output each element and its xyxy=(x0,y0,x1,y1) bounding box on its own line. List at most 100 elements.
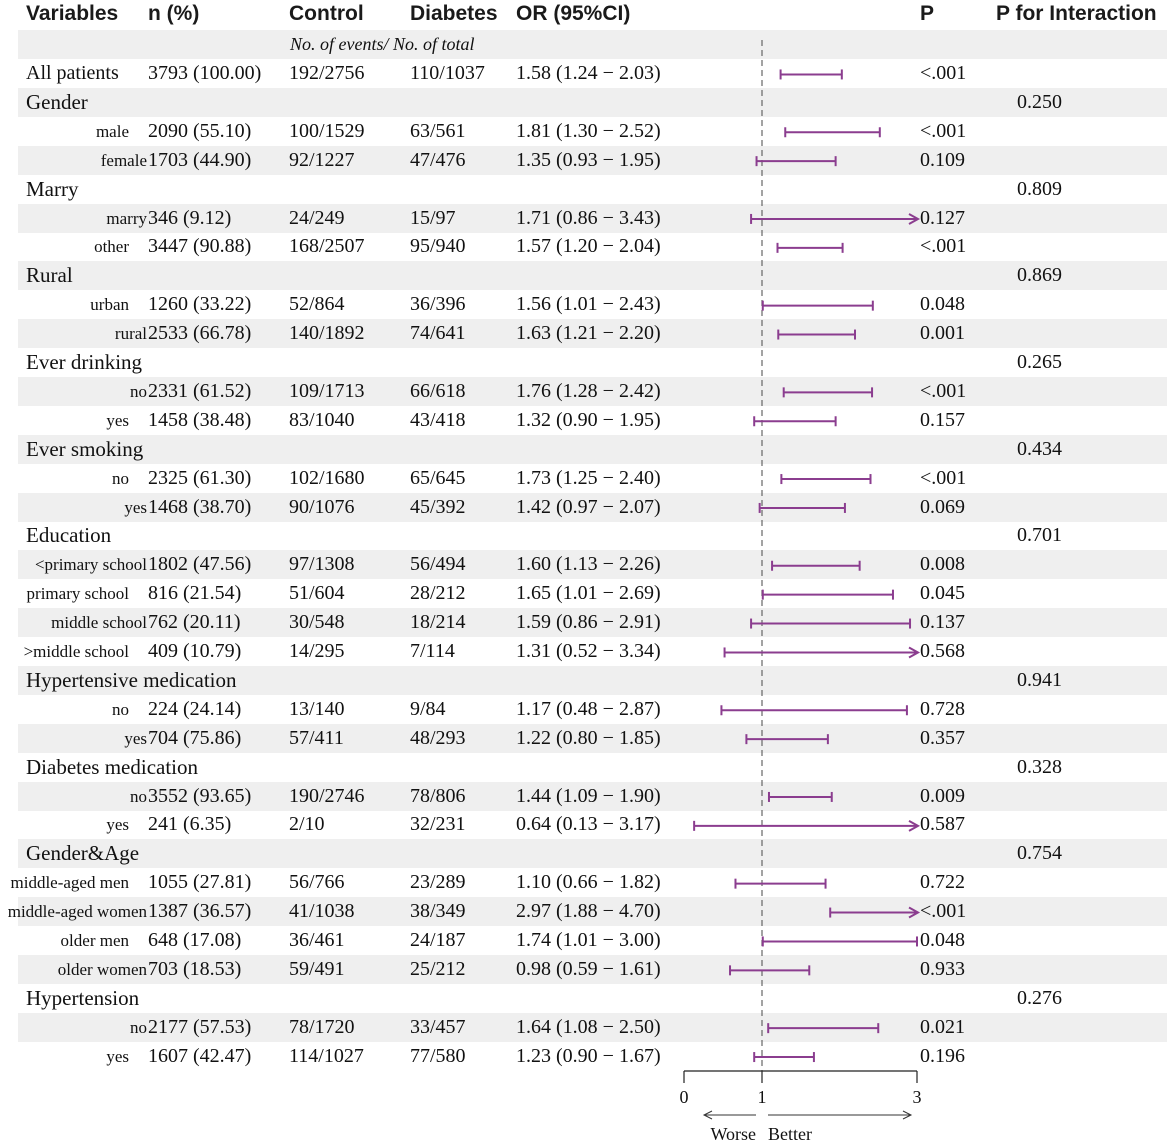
p-value: 0.127 xyxy=(920,206,965,229)
or-ci-text: 1.71 (0.86 − 3.43) xyxy=(516,206,661,229)
subgroup-label: no xyxy=(130,786,147,806)
x-tick-label: 3 xyxy=(913,1087,922,1107)
or-ci-text: 2.97 (1.88 − 4.70) xyxy=(516,900,661,923)
diabetes-events: 47/476 xyxy=(410,148,466,171)
group-row: Hypertension 0.276 xyxy=(0,984,1167,1013)
subgroup-label: female xyxy=(100,150,147,170)
diabetes-events: 23/289 xyxy=(410,871,466,894)
group-row: Rural 0.869 xyxy=(18,261,1167,291)
diabetes-events: 77/580 xyxy=(410,1044,466,1067)
control-events: 30/548 xyxy=(289,611,345,634)
control-events: 192/2756 xyxy=(289,62,365,84)
diabetes-events: 33/457 xyxy=(410,1015,466,1038)
diabetes-events: 9/84 xyxy=(410,697,446,720)
or-ci-text: 1.58 (1.24 − 2.03) xyxy=(516,62,661,84)
control-events: 51/604 xyxy=(289,582,345,605)
subgroup-label: older women xyxy=(57,959,147,979)
diabetes-events: 7/114 xyxy=(410,640,455,662)
diabetes-events: 65/645 xyxy=(410,466,466,489)
group-label: Ever smoking xyxy=(26,436,144,461)
group-label: Hypertension xyxy=(26,985,140,1010)
better-arrowhead xyxy=(902,1110,913,1120)
x-tick-label: 0 xyxy=(680,1087,689,1107)
diabetes-events: 78/806 xyxy=(410,784,466,807)
subgroup-label: yes xyxy=(106,410,129,430)
table-row: no 2325 (61.30) 102/1680 65/645 1.73 (1.25 −… xyxy=(0,464,1167,493)
n-percent: 703 (18.53) xyxy=(148,957,242,980)
p-value: <.001 xyxy=(920,466,967,489)
table-row: middle-aged men 1055 (27.81) 56/766 23/289 1… xyxy=(0,868,1167,897)
or-ci-text: 0.64 (0.13 − 3.17) xyxy=(516,813,661,836)
subgroup-label: yes xyxy=(106,1046,129,1066)
n-percent: 2331 (61.52) xyxy=(148,379,252,402)
n-percent: 2533 (66.78) xyxy=(148,322,252,345)
table-row: middle-aged women 1387 (36.57) 41/1038 38/3… xyxy=(8,897,1167,927)
subgroup-label: middle-aged men xyxy=(10,873,130,893)
group-row: Ever smoking 0.434 xyxy=(18,434,1167,464)
or-ci-text: 1.64 (1.08 − 2.50) xyxy=(516,1015,661,1038)
p-value: <.001 xyxy=(920,900,967,923)
or-ci-text: 1.23 (0.90 − 1.67) xyxy=(516,1044,661,1067)
diabetes-events: 25/212 xyxy=(410,957,466,980)
p-value: 0.048 xyxy=(920,929,965,951)
group-row: Gender&Age 0.754 xyxy=(18,839,1167,869)
p-interaction-value: 0.250 xyxy=(1017,90,1062,113)
table-row: yes 1468 (38.70) 90/1076 45/392 1.42 (0.97 −… xyxy=(18,492,1167,522)
or-ci-text: 1.17 (0.48 − 2.87) xyxy=(516,697,661,720)
x-tick-label: 1 xyxy=(758,1087,767,1107)
control-events: 140/1892 xyxy=(289,322,365,345)
n-percent: 816 (21.54) xyxy=(148,582,242,605)
table-row: no 224 (24.14) 13/140 9/84 1.17 (0.48 − 2.87… xyxy=(0,695,1167,724)
n-percent: 1055 (27.81) xyxy=(148,871,252,894)
table-row: older women 703 (18.53) 59/491 25/212 0.98 (… xyxy=(18,954,1167,984)
or-ci-text: 1.42 (0.97 − 2.07) xyxy=(516,495,661,518)
subgroup-label: primary school xyxy=(26,584,129,604)
table-row: yes 1458 (38.48) 83/1040 43/418 1.32 (0.90 −… xyxy=(0,406,1167,435)
group-row: Gender 0.250 xyxy=(18,87,1167,117)
table-row: no 2177 (57.53) 78/1720 33/457 1.64 (1.08 − … xyxy=(18,1012,1167,1042)
p-value: 0.157 xyxy=(920,408,965,431)
table-row: no 2331 (61.52) 109/1713 66/618 1.76 (1.28 −… xyxy=(18,376,1167,406)
p-interaction-value: 0.276 xyxy=(1017,986,1062,1009)
group-label: Gender&Age xyxy=(26,841,140,866)
row-label: All patients xyxy=(26,62,119,84)
p-value: <.001 xyxy=(920,379,967,402)
p-value: 0.196 xyxy=(920,1044,965,1067)
p-value: 0.069 xyxy=(920,495,965,518)
p-value: 0.048 xyxy=(920,293,965,316)
p-value: 0.722 xyxy=(920,871,965,894)
group-label: Marry xyxy=(26,176,79,201)
control-events: 59/491 xyxy=(289,957,345,980)
control-events: 78/1720 xyxy=(289,1015,355,1038)
n-percent: 704 (75.86) xyxy=(148,726,242,749)
n-percent: 1458 (38.48) xyxy=(148,408,252,431)
table-row: yes 704 (75.86) 57/411 48/293 1.22 (0.80 − 1… xyxy=(18,723,1167,753)
group-row: Education 0.701 xyxy=(0,521,1167,550)
control-events: 57/411 xyxy=(289,726,344,749)
header-diabetes: Diabetes xyxy=(410,2,498,25)
group-row: Diabetes medication 0.328 xyxy=(0,753,1167,782)
or-ci-text: 1.10 (0.66 − 1.82) xyxy=(516,871,661,894)
n-percent: 3793 (100.00) xyxy=(148,62,262,84)
n-percent: 2325 (61.30) xyxy=(148,466,252,489)
or-ci-text: 1.76 (1.28 − 2.42) xyxy=(516,379,661,402)
diabetes-events: 36/396 xyxy=(410,293,466,316)
table-row: All patients 3793 (100.00) 192/2756 110/103… xyxy=(0,59,1167,88)
header-or: OR (95%CI) xyxy=(516,2,631,25)
or-ci-text: 1.31 (0.52 − 3.34) xyxy=(516,640,661,662)
header-p-interaction: P for Interaction xyxy=(996,2,1157,25)
header-variables: Variables xyxy=(26,2,119,25)
or-ci-text: 1.22 (0.80 − 1.85) xyxy=(516,726,661,749)
diabetes-events: 110/1037 xyxy=(410,62,485,84)
p-value: 0.045 xyxy=(920,582,965,605)
p-interaction-value: 0.869 xyxy=(1017,264,1062,287)
diabetes-events: 56/494 xyxy=(410,553,466,576)
or-ci-text: 1.32 (0.90 − 1.95) xyxy=(516,408,661,431)
table-row: male 2090 (55.10) 100/1529 63/561 1.81 (1.30… xyxy=(0,117,1167,146)
control-events: 168/2507 xyxy=(289,235,365,258)
p-value: 0.021 xyxy=(920,1015,965,1038)
group-row: Marry 0.809 xyxy=(0,175,1167,204)
control-events: 24/249 xyxy=(289,206,345,229)
diabetes-events: 45/392 xyxy=(410,495,466,518)
or-ci-text: 1.65 (1.01 − 2.69) xyxy=(516,582,661,605)
